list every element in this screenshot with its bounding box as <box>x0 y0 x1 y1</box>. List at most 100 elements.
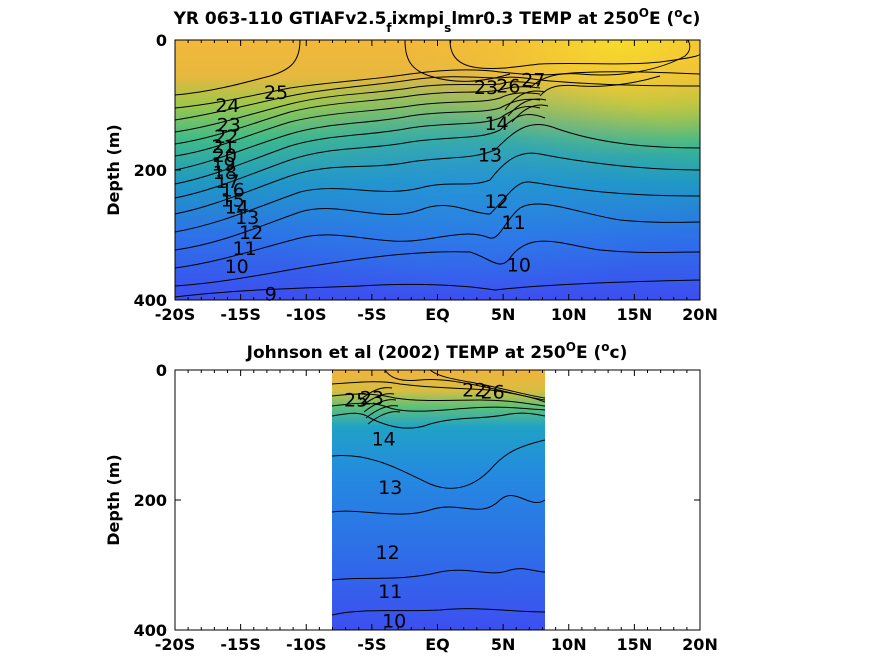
y-tick-label: 0 <box>156 31 167 50</box>
contour-label: 24 <box>215 95 239 117</box>
panel-1-ticks <box>174 39 701 301</box>
contour-label: 27 <box>521 70 545 92</box>
contour-label: 12 <box>239 222 263 244</box>
contour-label: 10 <box>507 254 531 276</box>
contour-line <box>504 90 549 123</box>
panel-1-cold-core <box>175 40 700 300</box>
y-tick-label: 200 <box>134 161 167 180</box>
x-tick-label: 10N <box>551 305 587 324</box>
contour-line <box>331 568 546 581</box>
contour-label: 12 <box>376 542 400 564</box>
contour-label: 25 <box>264 82 288 104</box>
contour-label: 13 <box>378 477 402 499</box>
x-tick-label: -5S <box>357 635 386 654</box>
contour-label: 14 <box>372 428 396 450</box>
contour-label: 26 <box>481 381 505 403</box>
contour-line <box>174 279 701 298</box>
contour-line <box>174 98 541 171</box>
x-tick-label: -10S <box>286 635 326 654</box>
y-tick-label: 400 <box>134 621 167 640</box>
x-tick-label: -15S <box>220 305 260 324</box>
contour-label: 21 <box>211 136 235 158</box>
contour-label: 25 <box>344 389 368 411</box>
contour-label: 12 <box>484 191 508 213</box>
x-tick-label: EQ <box>425 305 450 324</box>
contour-line <box>331 412 546 429</box>
panel-2-y-axis-label: Depth (m) <box>104 454 123 546</box>
contour-label: 17 <box>215 171 239 193</box>
panel-1-title: YR 063-110 GTIAFv2.5fixmpislmr0.3 TEMP a… <box>173 6 701 35</box>
contour-label: 18 <box>213 162 237 184</box>
contour-line <box>331 393 546 407</box>
contour-label: 22 <box>214 126 238 148</box>
contour-line <box>174 123 701 215</box>
contour-line <box>529 39 691 89</box>
contour-line <box>174 152 701 233</box>
y-tick-label: 400 <box>134 291 167 310</box>
x-tick-label: 5N <box>491 305 516 324</box>
x-tick-label: -5S <box>357 305 386 324</box>
panel-1-y-axis-label: Depth (m) <box>104 124 123 216</box>
panel-1-y-tick-labels: 0 200 400 <box>134 31 167 310</box>
panel-2: Johnson et al (2002) TEMP at 250OE (oc) … <box>104 340 718 654</box>
contour-label: 15 <box>221 189 245 211</box>
y-tick-label: 200 <box>134 491 167 510</box>
contour-line <box>174 203 701 269</box>
panel-2-field <box>332 370 545 630</box>
contour-line <box>384 369 546 401</box>
contour-label: 11 <box>502 212 526 234</box>
x-tick-label: -20S <box>155 305 195 324</box>
panel-1-contours <box>174 39 701 298</box>
contour-line <box>359 387 401 425</box>
contour-line <box>174 105 541 185</box>
contour-line <box>331 402 546 412</box>
x-tick-label: -10S <box>286 305 326 324</box>
contour-line <box>174 86 541 145</box>
contour-line <box>174 69 701 109</box>
contour-label: 14 <box>225 196 249 218</box>
panel-2-y-tick-labels: 0 200 400 <box>134 361 167 640</box>
x-tick-label: 5N <box>491 635 516 654</box>
contour-label: 23 <box>360 387 384 409</box>
contour-label: 10 <box>225 256 249 278</box>
panel-2-x-tick-labels: -20S -15S -10S -5S EQ 5N 10N 15N 20N <box>155 635 718 654</box>
contour-label: 20 <box>213 145 237 167</box>
panel-2-title: Johnson et al (2002) TEMP at 250OE (oc) <box>246 340 628 363</box>
contour-label: 11 <box>378 581 402 603</box>
contour-line <box>331 439 546 489</box>
x-tick-label: 10N <box>551 635 587 654</box>
contour-line <box>174 76 701 121</box>
contour-label: 22 <box>462 380 486 402</box>
contour-line <box>174 114 546 199</box>
contour-label: 23 <box>217 115 241 137</box>
y-tick-label: 0 <box>156 361 167 380</box>
contour-label: 23 <box>474 77 498 99</box>
contour-line <box>174 81 541 133</box>
contour-label: 16 <box>221 180 245 202</box>
contour-line <box>174 39 301 96</box>
x-tick-label: 20N <box>682 635 718 654</box>
contour-label: 9 <box>265 284 277 306</box>
x-tick-label: -15S <box>220 635 260 654</box>
contour-label: 14 <box>484 113 508 135</box>
contour-line <box>429 369 546 399</box>
contour-line <box>174 240 701 287</box>
contour-line <box>174 181 701 251</box>
contour-label: 11 <box>232 238 256 260</box>
x-tick-label: 15N <box>617 635 653 654</box>
panel-2-ticks <box>174 369 701 631</box>
panel-1-x-tick-labels: -20S -15S -10S -5S EQ 5N 10N 15N 20N <box>155 305 718 324</box>
contour-label: 13 <box>478 144 502 166</box>
x-tick-label: EQ <box>425 635 450 654</box>
panel-2-contours <box>331 369 546 616</box>
contour-line <box>404 39 511 82</box>
contour-label: 26 <box>496 76 520 98</box>
contour-label: 19 <box>211 154 235 176</box>
contour-label: 13 <box>235 207 259 229</box>
contour-label: 10 <box>382 610 406 632</box>
x-tick-label: 20N <box>682 305 718 324</box>
contour-line <box>331 495 546 515</box>
